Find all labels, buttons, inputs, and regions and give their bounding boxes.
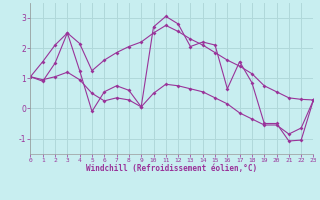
X-axis label: Windchill (Refroidissement éolien,°C): Windchill (Refroidissement éolien,°C) <box>86 164 258 173</box>
